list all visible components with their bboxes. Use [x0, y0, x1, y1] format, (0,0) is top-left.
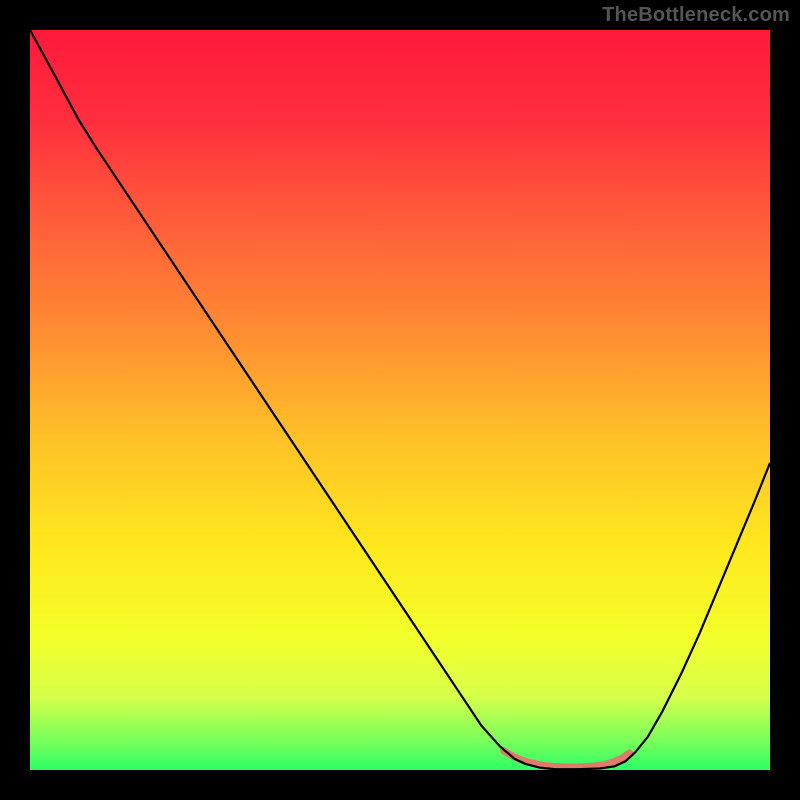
chart-root: TheBottleneck.com	[0, 0, 800, 800]
gradient-background	[30, 30, 770, 770]
plot-area	[30, 30, 770, 770]
chart-svg	[30, 30, 770, 770]
watermark-text: TheBottleneck.com	[602, 4, 790, 27]
